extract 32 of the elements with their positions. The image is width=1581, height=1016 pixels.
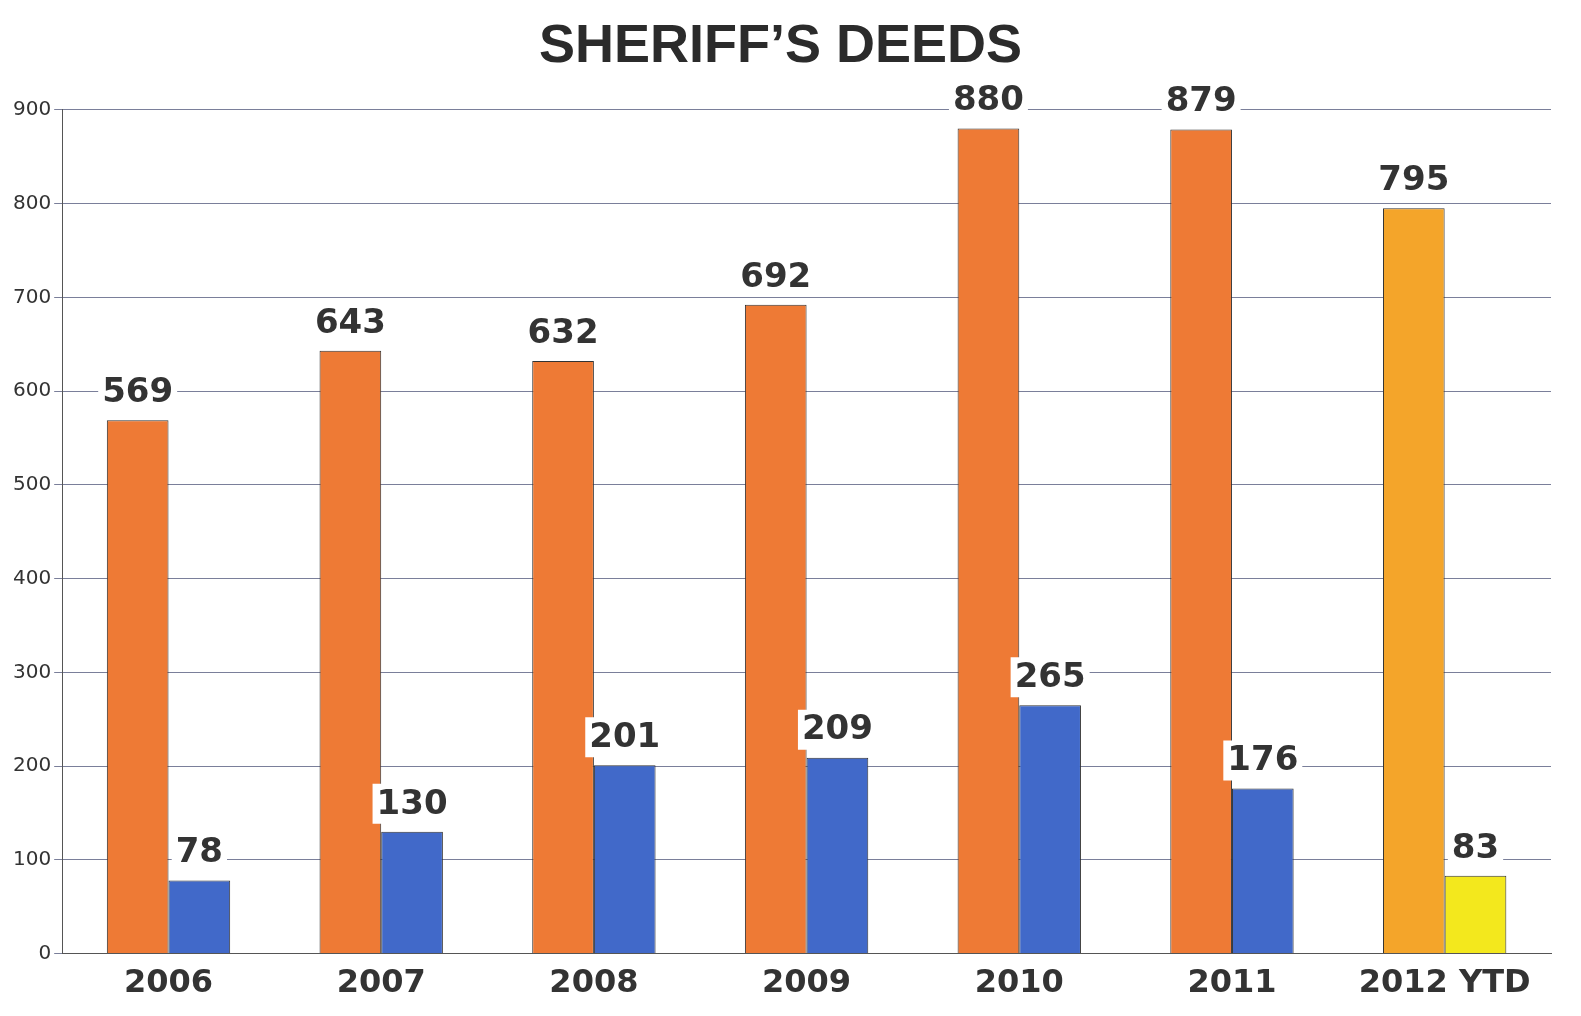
y-tick-label: 500 — [12, 471, 52, 496]
data-label: 78 — [175, 830, 224, 871]
y-tick-label: 0 — [38, 939, 52, 964]
y-tick-label: 400 — [12, 564, 52, 589]
data-label: 880 — [952, 78, 1024, 119]
data-label: 643 — [314, 300, 386, 341]
data-label: 130 — [376, 781, 448, 822]
y-tick-label: 800 — [12, 189, 52, 214]
data-label: 569 — [102, 369, 174, 410]
y-tick-label: 300 — [12, 658, 52, 683]
data-label: 176 — [1227, 738, 1299, 779]
y-tick-label: 900 — [12, 96, 52, 120]
data-label: 632 — [527, 310, 599, 351]
chart-title: SHERIFF’S DEEDS — [538, 13, 1023, 74]
data-label: 201 — [589, 714, 661, 755]
y-tick-label: 600 — [12, 377, 52, 402]
x-tick-label: 2012 YTD — [1358, 962, 1531, 1001]
data-label: 879 — [1165, 79, 1237, 120]
x-tick-label: 2006 — [123, 962, 214, 1001]
data-label: 209 — [801, 707, 873, 748]
y-tick-label: 100 — [12, 846, 52, 871]
data-label: 692 — [740, 254, 812, 295]
y-tick-label: 200 — [12, 752, 52, 777]
x-tick-label: 2010 — [974, 962, 1064, 1001]
y-tick-label: 700 — [12, 283, 52, 308]
x-tick-label: 2008 — [549, 962, 639, 1001]
data-label: 83 — [1451, 825, 1500, 866]
x-tick-label: 2009 — [762, 962, 852, 1001]
x-tick-label: 2007 — [336, 962, 426, 1001]
x-tick-label: 2011 — [1187, 962, 1277, 1001]
data-label: 265 — [1014, 654, 1086, 695]
data-label: 795 — [1378, 158, 1450, 199]
